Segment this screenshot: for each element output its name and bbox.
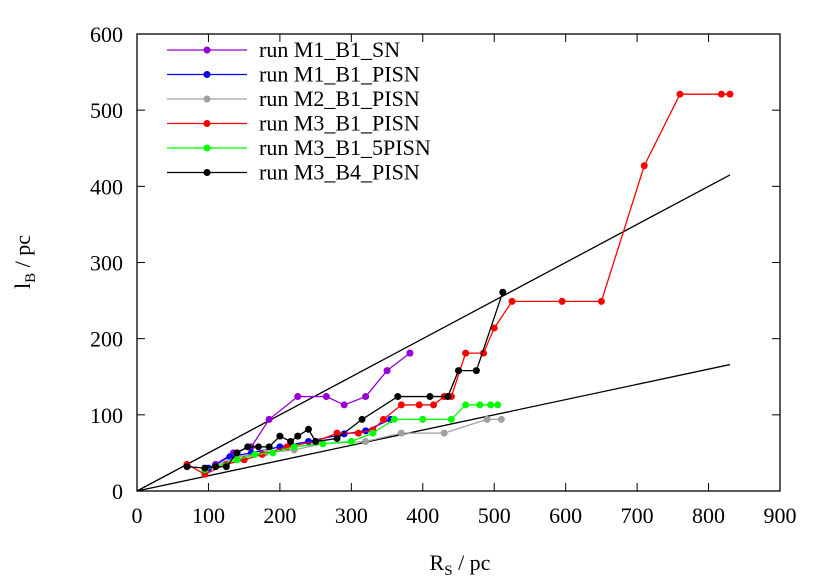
x-tick-label: 100 (192, 503, 225, 528)
x-tick-label: 400 (406, 503, 439, 528)
legend-marker (203, 144, 211, 152)
series-line (204, 404, 498, 471)
data-point (265, 443, 273, 451)
data-point (294, 393, 302, 401)
y-tick-label: 200 (90, 327, 123, 352)
data-point (358, 415, 366, 423)
x-tick-label: 200 (263, 503, 296, 528)
data-point (222, 463, 230, 471)
x-tick-label: 300 (335, 503, 368, 528)
data-point (508, 297, 516, 305)
data-point (597, 297, 605, 305)
data-point (369, 429, 377, 437)
y-tick-label: 300 (90, 251, 123, 276)
legend-marker (203, 120, 211, 127)
data-point (472, 367, 480, 375)
data-point (444, 393, 452, 401)
y-tick-label: 100 (90, 403, 123, 428)
data-point (494, 401, 502, 409)
data-point (726, 90, 734, 98)
data-point (333, 434, 341, 442)
data-point (362, 437, 370, 445)
data-point (233, 449, 241, 457)
y-tick-label: 0 (112, 479, 123, 504)
data-point (287, 437, 295, 445)
y-tick-label: 600 (90, 22, 123, 47)
data-point (212, 463, 220, 471)
legend-marker (203, 169, 211, 176)
y-tick-label: 500 (90, 98, 123, 123)
data-point (397, 401, 405, 409)
legend-label: run M1_B1_PISN (259, 62, 420, 87)
data-point (406, 349, 414, 357)
legend-marker (203, 46, 211, 54)
data-point (340, 401, 348, 409)
legend-label: run M3_B1_PISN (259, 111, 420, 136)
data-point (487, 401, 495, 409)
legend-marker (203, 95, 211, 103)
x-tick-label: 800 (692, 503, 725, 528)
data-point (183, 463, 191, 471)
data-point (390, 415, 398, 423)
x-tick-label: 700 (621, 503, 654, 528)
data-point (419, 415, 427, 423)
data-point (499, 288, 507, 296)
data-point (333, 429, 341, 437)
data-point (497, 415, 505, 423)
data-point (429, 401, 437, 409)
data-point (265, 415, 273, 423)
data-point (717, 90, 725, 98)
data-point (322, 393, 330, 401)
y-axis-label: lB / pc (10, 235, 39, 289)
data-point (254, 443, 262, 451)
x-tick-label: 500 (478, 503, 511, 528)
x-tick-label: 0 (132, 503, 143, 528)
data-point (676, 90, 684, 98)
data-point (269, 449, 277, 457)
data-point (483, 415, 491, 423)
data-point (640, 162, 648, 170)
data-point (276, 432, 284, 440)
x-tick-label: 900 (764, 503, 797, 528)
legend-label: run M2_B1_PISN (259, 86, 420, 111)
data-point (383, 367, 391, 375)
data-point (447, 415, 455, 423)
data-point (397, 429, 405, 437)
reference-line (136, 174, 731, 492)
data-point (251, 450, 259, 458)
legend-marker (203, 71, 211, 78)
data-point (455, 367, 462, 375)
legend-label: run M3_B1_5PISN (259, 135, 431, 160)
data-point (476, 401, 484, 409)
data-point (362, 393, 370, 401)
reference-line (136, 363, 731, 492)
data-point (294, 432, 302, 440)
data-point (290, 443, 298, 451)
legend-label: run M3_B4_PISN (259, 160, 420, 185)
data-point (415, 401, 423, 409)
data-point (558, 297, 566, 305)
data-point (304, 425, 312, 433)
data-point (201, 464, 209, 472)
data-point (426, 393, 434, 401)
data-point (244, 443, 252, 451)
data-point (319, 440, 327, 448)
data-point (462, 349, 470, 357)
data-point (312, 437, 320, 445)
x-axis-label: RS / pc (430, 550, 491, 579)
data-point (490, 324, 498, 332)
data-point (440, 429, 448, 437)
legend-label: run M1_B1_SN (259, 37, 400, 62)
data-point (462, 401, 470, 409)
y-tick-label: 400 (90, 174, 123, 199)
data-point (394, 393, 402, 401)
data-point (379, 415, 387, 423)
data-point (354, 429, 362, 437)
data-point (347, 437, 355, 445)
data-point (233, 456, 241, 464)
x-tick-label: 600 (549, 503, 582, 528)
